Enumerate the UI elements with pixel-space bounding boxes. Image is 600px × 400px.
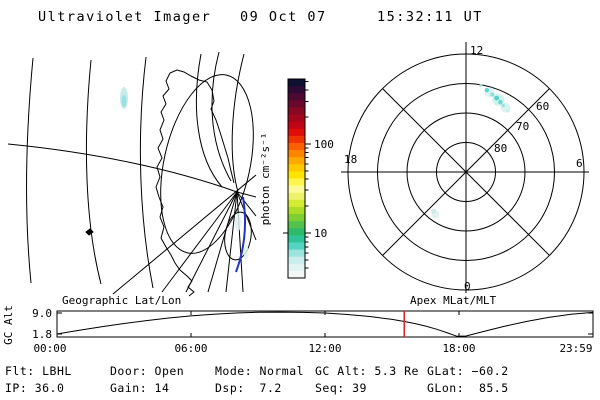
geographic-map-panel	[7, 51, 257, 297]
airglow-blob	[120, 87, 249, 259]
footer-ip: IP: 36.0	[5, 381, 65, 395]
timeline-panel: Geographic Lat/Lon Apex MLat/MLT 9.0 1.8…	[2, 294, 594, 355]
page-title: Ultraviolet Imager	[38, 9, 212, 25]
xtick-2359: 23:59	[559, 342, 592, 355]
ytick-label-bottom: 1.8	[32, 328, 52, 341]
colorbar-panel: 100 10 photon cm⁻²s⁻¹	[259, 78, 334, 279]
footer-flt: Flt: LBHL	[5, 364, 72, 378]
mlat-label-70: 70	[516, 120, 529, 133]
colorbar-tick-label-100: 100	[314, 138, 334, 151]
footer-glat: GLat: −60.2	[427, 364, 509, 378]
mlt-spokes	[341, 42, 589, 293]
time-label: 15:32:11 UT	[377, 9, 483, 25]
footer-gcalt: GC Alt: 5.3 Re	[315, 364, 419, 378]
aurora-spots	[431, 84, 511, 219]
mlt-label-12: 12	[470, 44, 483, 57]
island-mark	[85, 228, 94, 236]
mlt-label-0: 0	[464, 280, 471, 293]
field-of-view-ellipses	[160, 74, 254, 261]
footer-gain: Gain: 14	[110, 381, 170, 395]
mlat-label-60: 60	[536, 100, 549, 113]
mlt-label-6: 6	[576, 157, 583, 170]
orbit-altitude-curve	[56, 311, 593, 337]
colorbar-tick-label-10: 10	[314, 227, 327, 240]
gc-alt-axis-label: GC Alt	[2, 305, 15, 345]
xtick-0600: 06:00	[174, 342, 207, 355]
colorbar-unit-label: photon cm⁻²s⁻¹	[259, 133, 272, 226]
mlt-label-18: 18	[344, 153, 357, 166]
footer-glon: GLon: 85.5	[427, 381, 509, 395]
xtick-1200: 12:00	[308, 342, 341, 355]
latitude-lines	[7, 143, 257, 295]
meridian-grid	[26, 51, 245, 289]
xtick-1800: 18:00	[442, 342, 475, 355]
footer-dsp: Dsp: 7.2	[215, 381, 282, 395]
terminator-arc	[235, 196, 246, 273]
colorbar-gradient	[288, 79, 305, 279]
polar-dial-panel: 12 6 0 18 80 70 60	[341, 42, 589, 293]
coastline	[85, 69, 235, 297]
date-label: 09 Oct 07	[240, 9, 327, 25]
footer-door: Door: Open	[110, 364, 185, 378]
xtick-0000: 00:00	[33, 342, 66, 355]
mlat-label-80: 80	[494, 142, 507, 155]
timeline-title-left: Geographic Lat/Lon	[62, 294, 181, 307]
colorbar-ticks	[305, 81, 309, 269]
footer-mode: Mode: Normal	[215, 364, 305, 378]
timeline-title-right: Apex MLat/MLT	[410, 294, 496, 307]
ytick-label-top: 9.0	[32, 307, 52, 320]
footer-seq: Seq: 39	[315, 381, 367, 395]
